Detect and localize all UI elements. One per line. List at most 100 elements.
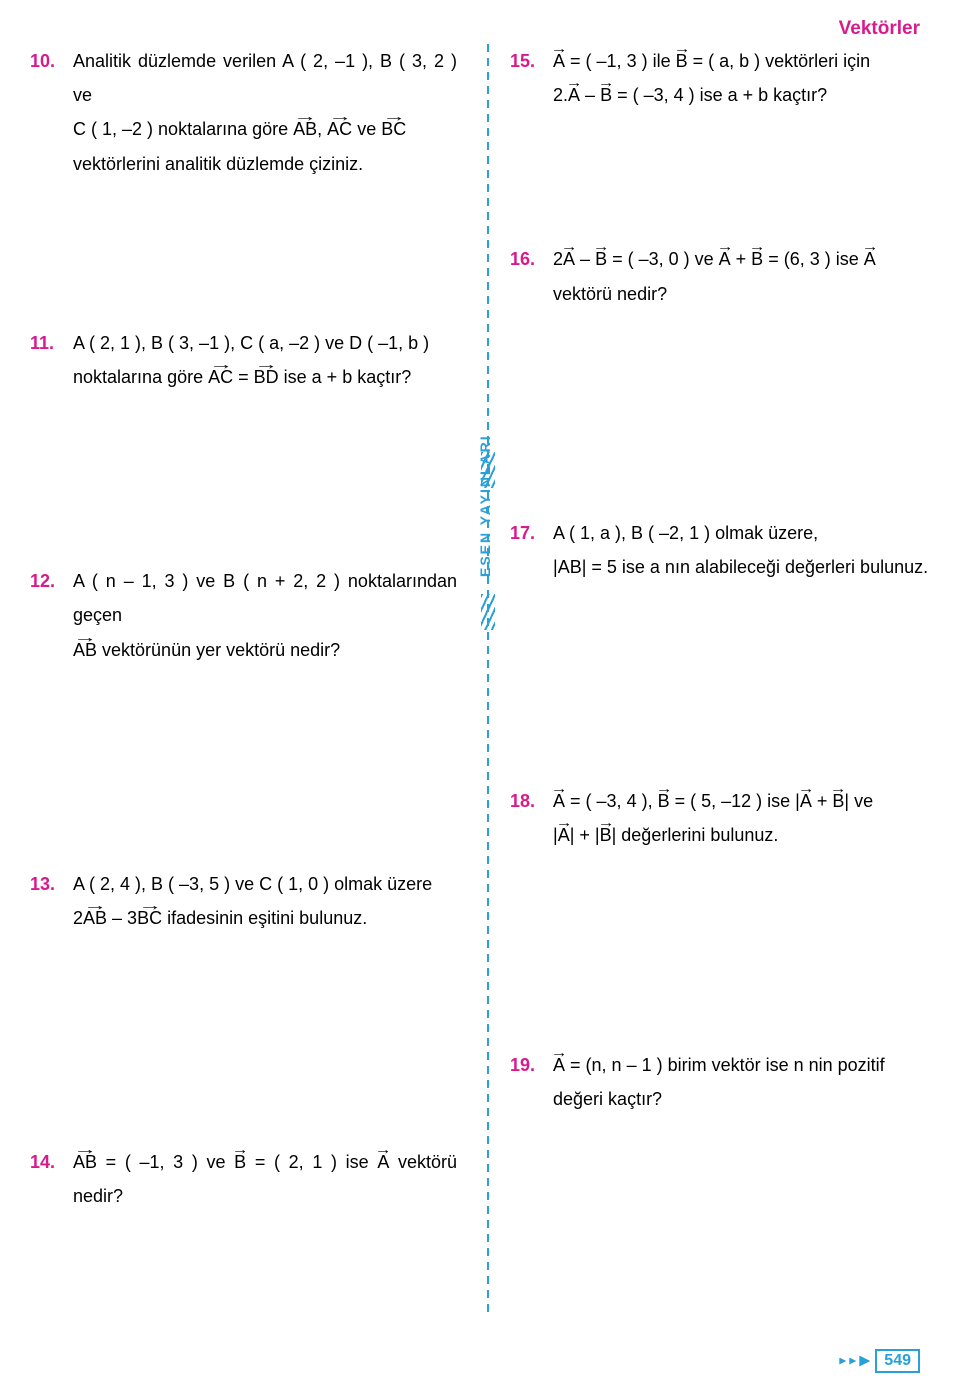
vector-BC: BC [137,909,162,927]
vector-A: A [553,1056,565,1074]
footer: 549 [839,1349,920,1373]
text: A ( 2, 4 ), B ( –3, 5 ) ve C ( 1, 0 ) ol… [73,874,432,894]
problem-text: 2A – B = ( –3, 0 ) ve A + B = (6, 3 ) is… [553,242,937,310]
vector-B: B [234,1153,246,1171]
vector-AC: AC [327,120,352,138]
problem-text: A = ( –3, 4 ), B = ( 5, –12 ) ise |A + B… [553,784,937,852]
arrow-icon [849,1358,856,1365]
vector-A: A [553,792,565,810]
vector-B: B [595,250,607,268]
text: 2 [73,908,83,928]
text: – 3 [107,908,137,928]
content-frame: ESEN YAYINLARI 10. Analitik düzlemde ver… [20,44,940,1324]
problem-14: 14. AB = ( –1, 3 ) ve B = ( 2, 1 ) ise A… [30,1145,460,1213]
vector-A: A [553,52,565,70]
problem-15: 15. A = ( –1, 3 ) ile B = ( a, b ) vektö… [510,44,940,112]
problem-number: 16. [510,242,548,276]
vector-BC: BC [381,120,406,138]
text: = ( 2, 1 ) ise [246,1152,377,1172]
problem-number: 11. [30,326,68,360]
vector-B: B [832,792,844,810]
text: değeri kaçtır? [553,1089,662,1109]
problem-number: 14. [30,1145,68,1179]
problem-text: A = (n, n – 1 ) birim vektör ise n nin p… [553,1048,937,1116]
problem-19: 19. A = (n, n – 1 ) birim vektör ise n n… [510,1048,940,1116]
text: A ( 2, 1 ), B ( 3, –1 ), C ( a, –2 ) ve … [73,333,429,353]
problem-text: AB = ( –1, 3 ) ve B = ( 2, 1 ) ise A vek… [73,1145,457,1213]
problem-number: 17. [510,516,548,550]
text: noktalarına göre [73,367,208,387]
vector-AB: AB [293,120,317,138]
vector-B: B [751,250,763,268]
left-column: 10. Analitik düzlemde verilen A ( 2, –1 … [30,44,460,1383]
text: = ( –3, 4 ) ise a + b kaçtır? [612,85,827,105]
problem-number: 18. [510,784,548,818]
vector-B: B [658,792,670,810]
right-column: 15. A = ( –1, 3 ) ile B = ( a, b ) vektö… [510,44,940,1286]
problem-text: A = ( –1, 3 ) ile B = ( a, b ) vektörler… [553,44,937,112]
problem-17: 17. A ( 1, a ), B ( –2, 1 ) olmak üzere,… [510,516,940,584]
text: = ( 5, –12 ) ise | [670,791,800,811]
text: Analitik düzlemde verilen A ( 2, –1 ), B… [73,51,457,105]
problem-text: A ( 1, a ), B ( –2, 1 ) olmak üzere, |AB… [553,516,937,584]
problem-10: 10. Analitik düzlemde verilen A ( 2, –1 … [30,44,460,181]
text: vektörlerini analitik düzlemde çiziniz. [73,154,363,174]
vector-B: B [600,86,612,104]
text: A ( n – 1, 3 ) ve B ( n + 2, 2 ) noktala… [73,571,457,625]
problem-16: 16. 2A – B = ( –3, 0 ) ve A + B = (6, 3 … [510,242,940,310]
vector-A: A [864,250,876,268]
problem-text: A ( 2, 4 ), B ( –3, 5 ) ve C ( 1, 0 ) ol… [73,867,457,935]
vector-B: B [600,826,612,844]
vector-B: B [676,52,688,70]
vector-A: A [563,250,575,268]
problem-13: 13. A ( 2, 4 ), B ( –3, 5 ) ve C ( 1, 0 … [30,867,460,935]
text: = ( –3, 4 ), [565,791,658,811]
text: ve [352,119,381,139]
arrow-icon [859,1356,870,1367]
vector-AC: AC [208,368,233,386]
text: | + | [570,825,600,845]
problem-text: Analitik düzlemde verilen A ( 2, –1 ), B… [73,44,457,181]
text: ise a + b kaçtır? [279,367,412,387]
text: = ( a, b ) vektörleri için [688,51,871,71]
problem-number: 12. [30,564,68,598]
page-header: Vektörler [839,18,920,40]
vector-A: A [800,792,812,810]
problem-number: 10. [30,44,68,78]
text: C ( 1, –2 ) noktalarına göre [73,119,293,139]
text: = [233,367,254,387]
text: , [317,119,327,139]
vector-A: A [377,1153,389,1171]
vector-A: A [719,250,731,268]
vector-A: A [568,86,580,104]
problem-text: A ( 2, 1 ), B ( 3, –1 ), C ( a, –2 ) ve … [73,326,457,394]
text: vektörü nedir? [553,284,667,304]
problem-11: 11. A ( 2, 1 ), B ( 3, –1 ), C ( a, –2 )… [30,326,460,394]
vector-AB: AB [73,641,97,659]
vector-BD: BD [254,368,279,386]
divider-hash-bottom [481,594,495,630]
text: A ( 1, a ), B ( –2, 1 ) olmak üzere, [553,523,818,543]
vector-AB: AB [73,1153,97,1171]
text: | değerlerini bulunuz. [612,825,779,845]
text: = ( –1, 3 ) ve [97,1152,234,1172]
problem-number: 15. [510,44,548,78]
text: |AB| = 5 ise a nın alabileceği değerleri… [553,557,928,577]
problem-12: 12. A ( n – 1, 3 ) ve B ( n + 2, 2 ) nok… [30,564,460,667]
arrow-icon [839,1358,846,1365]
text: = ( –1, 3 ) ile [565,51,676,71]
page-number: 549 [875,1349,920,1373]
text: = ( –3, 0 ) ve [607,249,719,269]
text: = (n, n – 1 ) birim vektör ise n nin poz… [565,1055,885,1075]
column-divider [487,44,489,1314]
problem-number: 19. [510,1048,548,1082]
problem-text: A ( n – 1, 3 ) ve B ( n + 2, 2 ) noktala… [73,564,457,667]
problem-18: 18. A = ( –3, 4 ), B = ( 5, –12 ) ise |A… [510,784,940,852]
vector-A: A [558,826,570,844]
text: | ve [844,791,873,811]
vector-AB: AB [83,909,107,927]
text: ifadesinin eşitini bulunuz. [162,908,367,928]
problem-number: 13. [30,867,68,901]
text: = (6, 3 ) ise [763,249,864,269]
text: vektörünün yer vektörü nedir? [97,640,340,660]
